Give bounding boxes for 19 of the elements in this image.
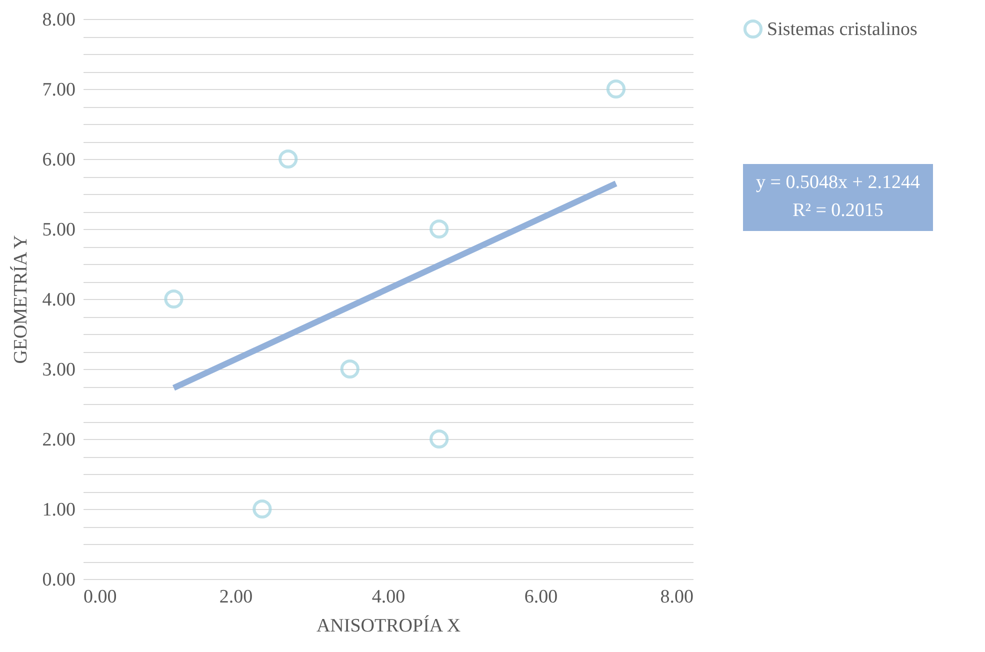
x-axis-title: ANISOTROPÍA X bbox=[316, 614, 461, 636]
y-tick-label: 8.00 bbox=[42, 10, 76, 30]
text: y = 0.5048x + 2.1244 bbox=[756, 172, 920, 193]
x-tick-label: 6.00 bbox=[524, 586, 558, 608]
x-tick-label: 8.00 bbox=[660, 586, 694, 608]
y-axis-title: GEOMETRÍA Y bbox=[9, 234, 32, 364]
x-tick-label: 2.00 bbox=[219, 586, 253, 608]
x-tick-label: 0.00 bbox=[84, 586, 117, 608]
text: R² = 0.2015 bbox=[792, 200, 884, 221]
x-tick-label: 4.00 bbox=[372, 586, 406, 608]
legend-label: Sistemas cristalinos bbox=[767, 19, 918, 40]
y-tick-label: 4.00 bbox=[42, 290, 76, 310]
y-tick-label: 0.00 bbox=[42, 570, 76, 590]
y-tick-label: 2.00 bbox=[42, 430, 76, 450]
y-tick-label: 7.00 bbox=[42, 80, 76, 100]
y-tick-label: 5.00 bbox=[42, 220, 76, 240]
y-tick-label: 3.00 bbox=[42, 360, 76, 380]
y-tick-label: 6.00 bbox=[42, 150, 76, 170]
y-tick-label: 1.00 bbox=[42, 500, 76, 520]
